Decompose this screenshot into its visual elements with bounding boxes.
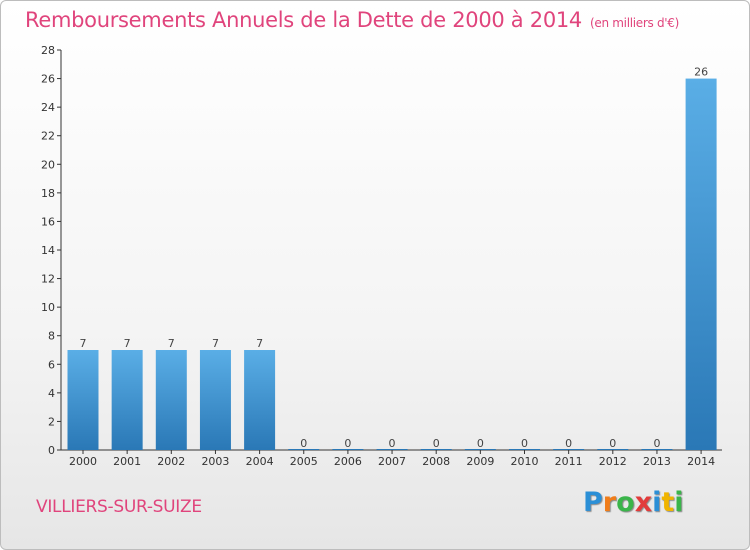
data-label: 7: [168, 337, 175, 350]
data-label: 7: [124, 337, 131, 350]
y-tick-label: 24: [41, 101, 55, 114]
y-tick-label: 0: [48, 444, 55, 457]
chart-title-text: Remboursements Annuels de la Dette de 20…: [25, 8, 582, 32]
logo-letter: t: [661, 487, 675, 518]
x-tick-label: 2003: [201, 455, 229, 468]
y-tick-label: 14: [41, 244, 55, 257]
x-tick-label: 2001: [113, 455, 141, 468]
data-label: 7: [212, 337, 219, 350]
commune-name: VILLIERS-SUR-SUIZE: [36, 497, 202, 517]
bar: [111, 350, 143, 450]
y-tick-label: 8: [48, 330, 55, 343]
data-labels: 7 7 7 7 7 0 0 0 0 0 0 0 0 0 26: [80, 66, 709, 450]
y-tick-label: 18: [41, 187, 55, 200]
x-tick-label: 2000: [69, 455, 97, 468]
x-tick-label: 2014: [687, 455, 715, 468]
y-tick-label: 16: [41, 215, 55, 228]
logo-letter: i: [652, 487, 662, 518]
y-tick-label: 4: [48, 387, 55, 400]
y-tick-label: 10: [41, 301, 55, 314]
bar: [509, 449, 540, 450]
logo-letter: i: [674, 487, 684, 518]
data-label: 7: [80, 337, 87, 350]
bar: [641, 449, 673, 450]
proxiti-logo[interactable]: Proxiti: [583, 487, 684, 518]
bar: [332, 449, 364, 450]
x-tick-label: 2010: [511, 455, 539, 468]
bar: [685, 78, 717, 451]
y-tick-label: 20: [41, 158, 55, 171]
x-tick-label: 2012: [599, 455, 627, 468]
y-tick-label: 28: [41, 44, 55, 57]
data-label: 26: [694, 66, 708, 79]
x-tick-label: 2005: [290, 455, 318, 468]
x-tick-label: 2013: [643, 455, 671, 468]
x-tick-label: 2002: [157, 455, 185, 468]
y-tick-label: 26: [41, 73, 55, 86]
bar: [420, 449, 452, 450]
logo-letter: r: [602, 487, 617, 518]
y-tick-label: 2: [48, 415, 55, 428]
y-tick-label: 6: [48, 358, 55, 371]
bars: [67, 78, 717, 451]
bar: [67, 350, 99, 450]
logo-letter: o: [616, 487, 635, 518]
logo-letter: P: [583, 487, 603, 518]
bar: [597, 449, 629, 450]
data-label: 7: [256, 337, 263, 350]
bar: [288, 449, 320, 450]
bar: [553, 449, 585, 450]
chart-subtitle: (en milliers d'€): [590, 16, 680, 30]
bar: [244, 350, 276, 450]
data-label: 0: [521, 437, 528, 450]
y-tick-label: 22: [41, 130, 55, 143]
data-label: 0: [477, 437, 484, 450]
data-label: 0: [433, 437, 440, 450]
bar: [155, 350, 187, 450]
data-label: 0: [565, 437, 572, 450]
logo-letter: x: [634, 487, 653, 518]
data-label: 0: [389, 437, 396, 450]
x-tick-label: 2011: [555, 455, 583, 468]
bar: [464, 449, 496, 450]
x-tick-label: 2009: [466, 455, 494, 468]
y-tick-label: 12: [41, 273, 55, 286]
data-label: 0: [300, 437, 307, 450]
x-tick-label: 2006: [334, 455, 362, 468]
bar: [199, 350, 231, 450]
x-tick-label: 2008: [422, 455, 450, 468]
chart-title: Remboursements Annuels de la Dette de 20…: [25, 8, 679, 32]
bar: [376, 449, 408, 450]
x-tick-label: 2004: [246, 455, 274, 468]
data-label: 0: [344, 437, 351, 450]
data-label: 0: [609, 437, 616, 450]
x-tick-label: 2007: [378, 455, 406, 468]
data-label: 0: [653, 437, 660, 450]
